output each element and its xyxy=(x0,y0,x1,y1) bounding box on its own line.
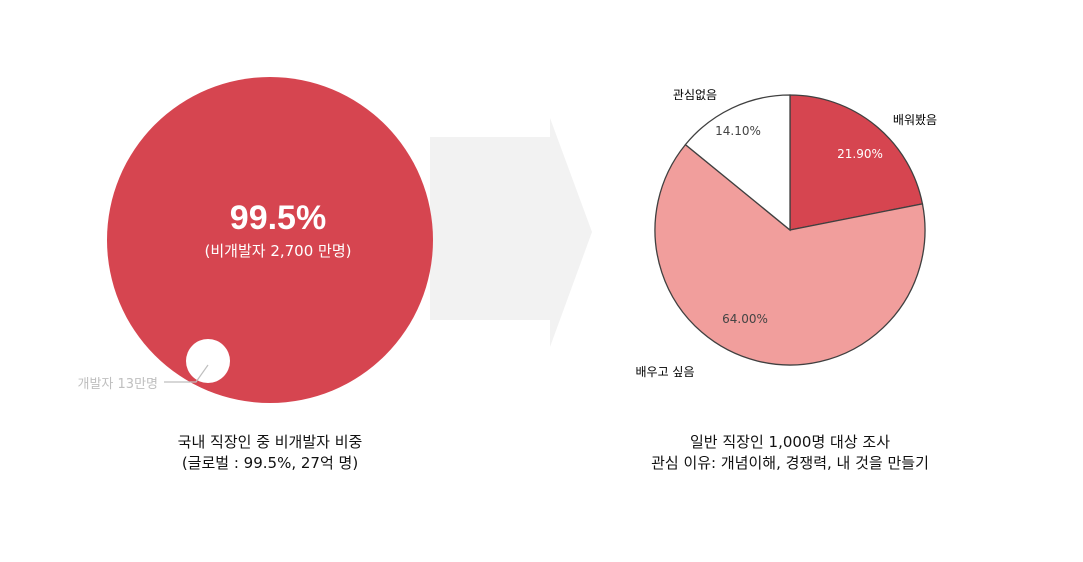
pie-label-want-to-learn: 배우고 싶음 xyxy=(635,365,694,379)
developer-circle xyxy=(186,339,230,383)
pie-value-want-to-learn: 64.00% xyxy=(722,312,768,326)
right-caption: 일반 직장인 1,000명 대상 조사 관심 이유: 개념이해, 경쟁력, 내 … xyxy=(610,432,970,474)
big-percentage-subtitle: (비개발자 2,700 만명) xyxy=(205,242,352,260)
pie-slice-no-interest xyxy=(684,94,791,232)
big-percentage: 99.5% xyxy=(230,199,326,237)
right-caption-line2: 관심 이유: 개념이해, 경쟁력, 내 것을 만들기 xyxy=(651,454,929,472)
left-caption: 국내 직장인 중 비개발자 비중 (글로벌 : 99.5%, 27억 명) xyxy=(120,432,420,474)
pie-value-no-interest: 14.10% xyxy=(715,124,761,138)
pie-value-learned: 21.90% xyxy=(837,147,883,161)
arrow-shape xyxy=(430,118,592,347)
right-caption-line1: 일반 직장인 1,000명 대상 조사 xyxy=(689,433,890,451)
left-caption-line1: 국내 직장인 중 비개발자 비중 xyxy=(177,433,363,451)
developer-label: 개발자 13만명 xyxy=(78,377,158,392)
pie-slice-want-to-learn xyxy=(654,143,926,366)
non-developer-circle xyxy=(107,77,433,403)
pie-label-learned: 배워봤음 xyxy=(893,113,937,127)
pie-label-no-interest: 관심없음 xyxy=(673,88,717,102)
left-caption-line2: (글로벌 : 99.5%, 27억 명) xyxy=(181,454,359,472)
interest-pie-chart xyxy=(654,94,926,366)
pie-slice-learned xyxy=(789,94,924,231)
developer-leader-line xyxy=(164,364,209,383)
